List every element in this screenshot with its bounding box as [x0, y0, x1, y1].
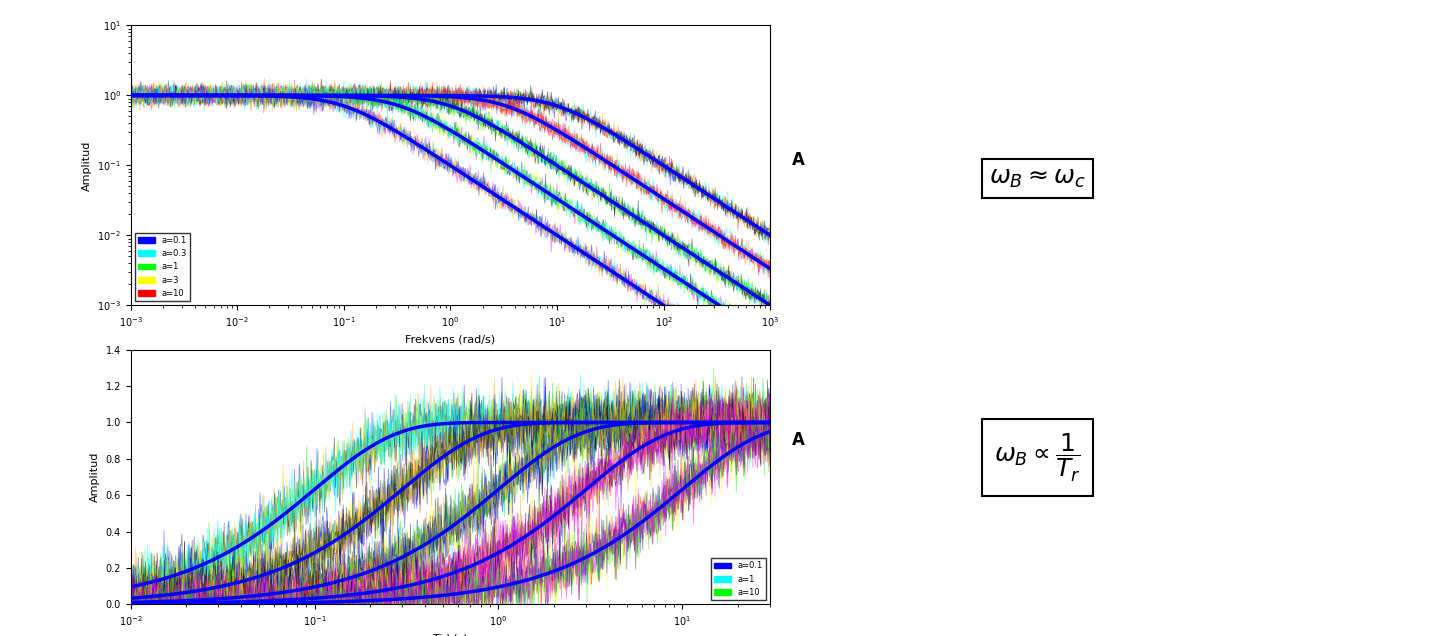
Text: $\omega_B \approx \omega_c$: $\omega_B \approx \omega_c$ [989, 166, 1085, 190]
Text: A: A [792, 431, 805, 449]
Text: $G_c(i\omega)$: $G_c(i\omega)$ [36, 112, 58, 168]
X-axis label: Tid (s): Tid (s) [433, 633, 468, 636]
Text: $\omega_B \propto \dfrac{1}{T_r}$: $\omega_B \propto \dfrac{1}{T_r}$ [994, 432, 1081, 484]
Text: A: A [792, 151, 805, 169]
Text: $y(t) = \mathcal{L}^{-1}\left\{G_c(s)\frac{1}{s}\right\}$: $y(t) = \mathcal{L}^{-1}\left\{G_c(s)\fr… [36, 351, 58, 476]
Legend: a=0.1, a=1, a=10: a=0.1, a=1, a=10 [711, 558, 766, 600]
Legend: a=0.1, a=0.3, a=1, a=3, a=10: a=0.1, a=0.3, a=1, a=3, a=10 [135, 233, 190, 301]
Y-axis label: Amplitud: Amplitud [81, 140, 92, 191]
Y-axis label: Amplitud: Amplitud [90, 452, 100, 502]
X-axis label: Frekvens (rad/s): Frekvens (rad/s) [405, 335, 495, 344]
